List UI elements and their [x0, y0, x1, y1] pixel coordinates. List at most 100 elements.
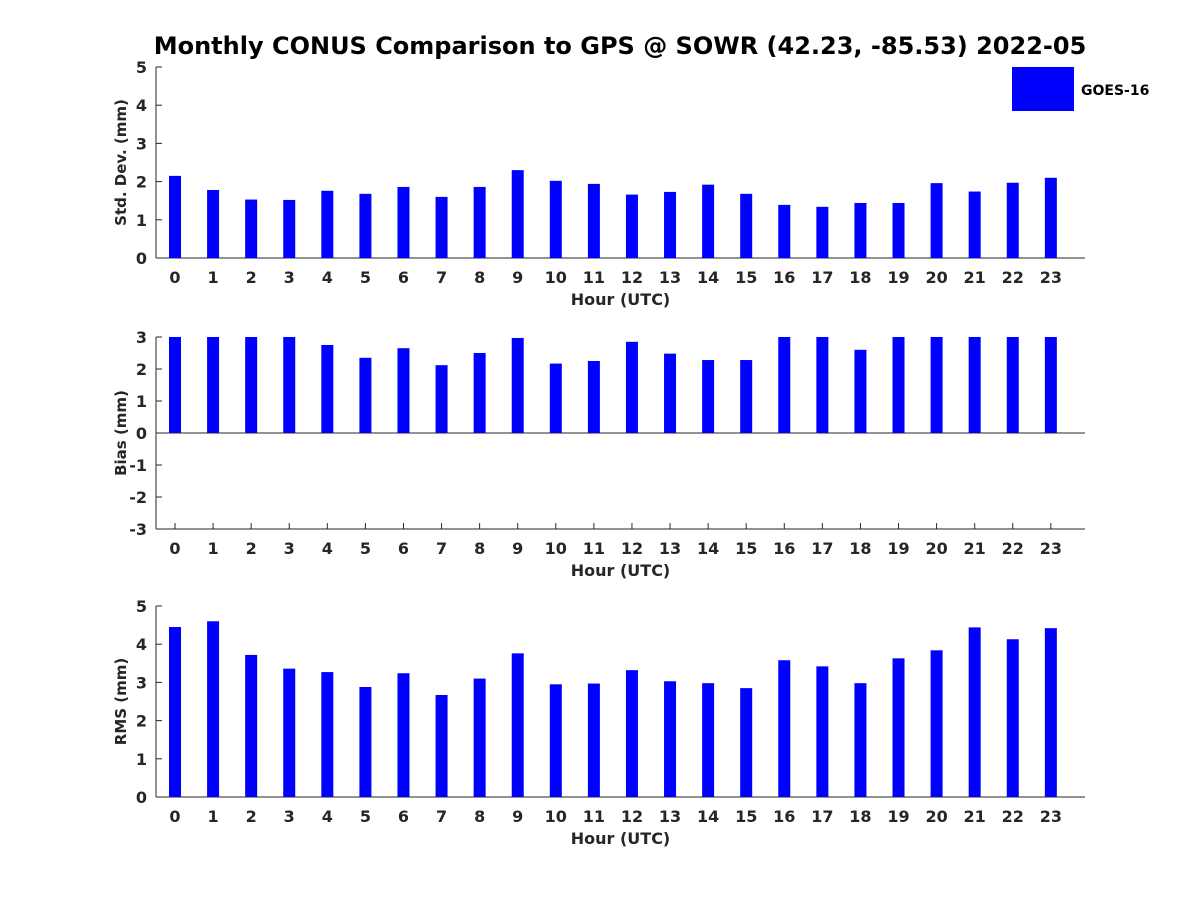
bar-1-hour-8	[473, 186, 486, 258]
bar-3-hour-7	[435, 695, 448, 797]
bar-3-hour-1	[207, 621, 220, 797]
x-tick-label: 1	[208, 807, 219, 826]
x-tick-label: 6	[398, 539, 409, 558]
bar-1-hour-13	[664, 191, 677, 258]
bar-3-hour-23	[1044, 628, 1057, 797]
bar-2-hour-7	[435, 365, 448, 433]
bar-3-hour-9	[511, 653, 524, 797]
x-tick-label: 19	[887, 539, 909, 558]
bar-2-hour-22	[1006, 337, 1019, 433]
x-tick-label: 12	[621, 539, 643, 558]
y-axis-label: RMS (mm)	[112, 658, 130, 745]
x-tick-label: 10	[545, 807, 567, 826]
y-tick-label: 2	[136, 173, 147, 192]
bar-2-hour-3	[283, 337, 296, 433]
bar-2-hour-8	[473, 353, 486, 433]
x-tick-label: 21	[964, 807, 986, 826]
bar-3-hour-11	[587, 683, 600, 797]
bar-3-hour-5	[359, 686, 372, 797]
bar-2-hour-18	[854, 349, 867, 433]
bar-1-hour-17	[816, 206, 829, 258]
bar-2-hour-14	[702, 360, 715, 433]
x-tick-label: 10	[545, 268, 567, 287]
x-tick-label: 21	[964, 539, 986, 558]
x-tick-label: 1	[208, 268, 219, 287]
x-tick-label: 4	[322, 807, 333, 826]
x-tick-label: 1	[208, 539, 219, 558]
x-tick-label: 17	[811, 807, 833, 826]
x-tick-label: 7	[436, 539, 447, 558]
chart-title: Monthly CONUS Comparison to GPS @ SOWR (…	[154, 32, 1087, 60]
y-tick-label: 2	[136, 712, 147, 731]
x-tick-label: 9	[512, 268, 523, 287]
x-tick-label: 8	[474, 807, 485, 826]
bar-2-hour-13	[664, 353, 677, 433]
bar-1-hour-7	[435, 196, 448, 258]
bar-2-hour-1	[207, 337, 220, 433]
bar-1-hour-14	[702, 184, 715, 258]
bar-3-hour-3	[283, 668, 296, 797]
x-tick-label: 20	[925, 268, 947, 287]
x-tick-label: 19	[887, 807, 909, 826]
bar-1-hour-18	[854, 202, 867, 258]
bar-3-hour-22	[1006, 639, 1019, 797]
bar-3-hour-13	[664, 681, 677, 797]
bar-2-hour-12	[625, 341, 638, 433]
bar-3-hour-0	[169, 627, 181, 797]
bar-3-hour-14	[702, 683, 715, 797]
bar-3-hour-15	[740, 688, 753, 797]
x-tick-label: 15	[735, 807, 757, 826]
bar-3-hour-19	[892, 658, 905, 797]
x-tick-label: 23	[1040, 268, 1062, 287]
x-tick-label: 5	[360, 268, 371, 287]
x-tick-label: 15	[735, 268, 757, 287]
x-tick-label: 3	[284, 807, 295, 826]
x-tick-label: 4	[322, 539, 333, 558]
bar-1-hour-11	[587, 183, 600, 258]
x-tick-label: 6	[398, 807, 409, 826]
x-tick-label: 18	[849, 539, 871, 558]
x-tick-label: 3	[284, 539, 295, 558]
bar-1-hour-4	[321, 190, 334, 258]
bar-2-hour-20	[930, 337, 943, 433]
x-tick-label: 14	[697, 539, 719, 558]
bar-1-hour-20	[930, 183, 943, 258]
y-tick-label: 4	[136, 96, 147, 115]
bar-3-hour-6	[397, 673, 410, 797]
bar-2-hour-19	[892, 337, 905, 433]
x-tick-label: 11	[583, 807, 605, 826]
y-tick-label: 3	[136, 328, 147, 347]
bar-2-hour-11	[587, 361, 600, 433]
y-tick-label: 0	[136, 788, 147, 807]
x-tick-label: 12	[621, 268, 643, 287]
bar-3-hour-8	[473, 678, 486, 797]
bar-3-hour-17	[816, 666, 829, 797]
x-tick-label: 14	[697, 268, 719, 287]
x-tick-label: 6	[398, 268, 409, 287]
bar-1-hour-6	[397, 186, 410, 258]
x-tick-label: 14	[697, 807, 719, 826]
x-tick-label: 0	[169, 268, 180, 287]
bar-2-hour-10	[549, 363, 562, 433]
x-tick-label: 5	[360, 539, 371, 558]
x-tick-label: 8	[474, 268, 485, 287]
y-tick-label: 0	[136, 424, 147, 443]
bar-1-hour-2	[245, 199, 258, 258]
x-tick-label: 8	[474, 539, 485, 558]
bar-2-hour-9	[511, 337, 524, 433]
bar-2-hour-17	[816, 337, 829, 433]
bar-1-hour-19	[892, 202, 905, 258]
bar-2-hour-2	[245, 337, 258, 433]
bar-2-hour-16	[778, 337, 791, 433]
x-tick-label: 2	[246, 807, 257, 826]
x-tick-label: 20	[925, 539, 947, 558]
bar-1-hour-9	[511, 170, 524, 258]
x-axis-label: Hour (UTC)	[571, 561, 671, 580]
y-tick-label: 3	[136, 134, 147, 153]
bar-1-hour-3	[283, 199, 296, 258]
x-tick-label: 4	[322, 268, 333, 287]
bar-3-hour-20	[930, 650, 943, 797]
x-tick-label: 19	[887, 268, 909, 287]
